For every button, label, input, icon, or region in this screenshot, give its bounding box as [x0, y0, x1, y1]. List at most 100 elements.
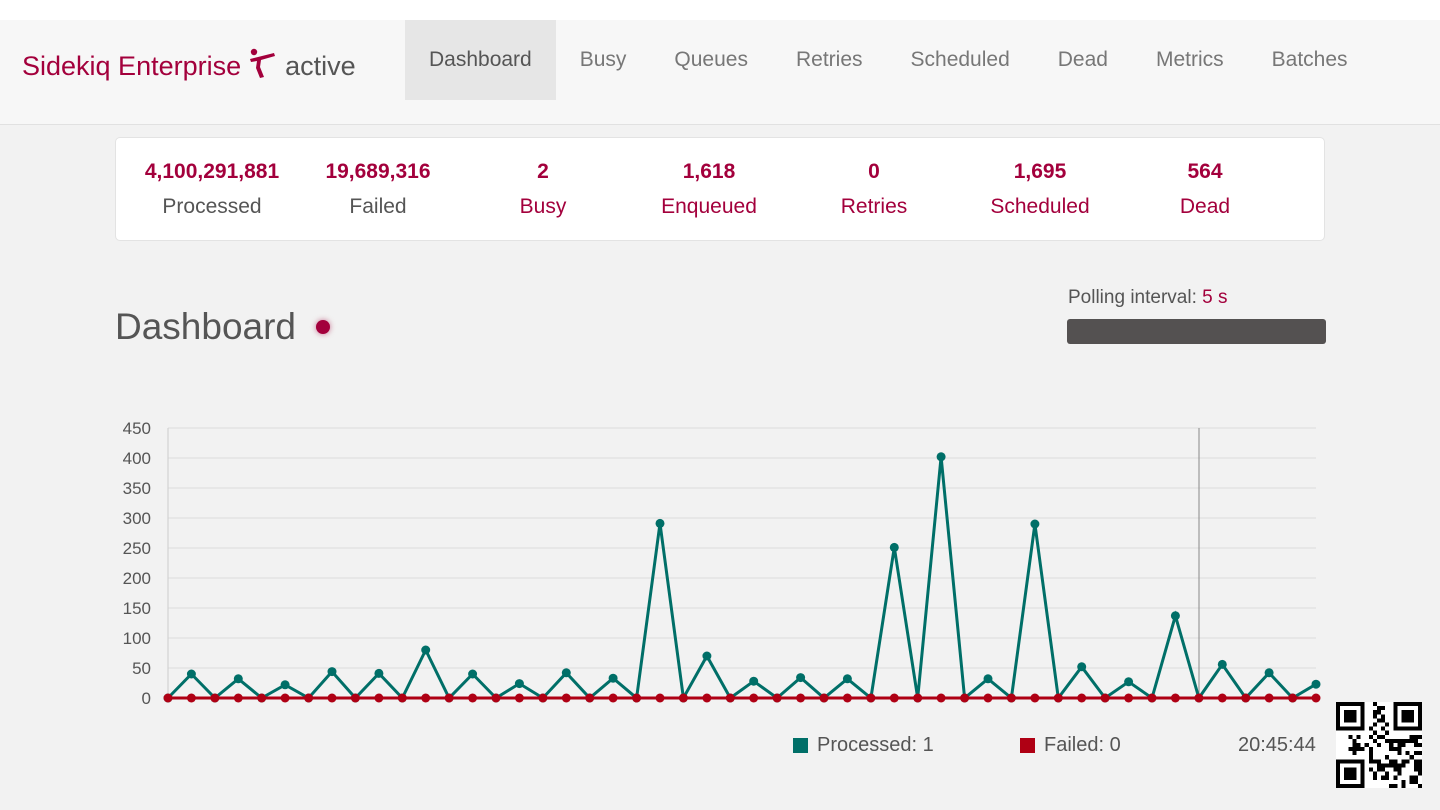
- chart-series: [163, 452, 1321, 703]
- data-point-failed: [889, 693, 899, 703]
- stat-count: 564: [1187, 160, 1223, 183]
- y-tick-label: 150: [123, 599, 151, 618]
- data-point-processed: [1030, 519, 1040, 529]
- series-line-processed: [166, 456, 1317, 703]
- legend-label: Failed: 0: [1044, 734, 1121, 756]
- tab-scheduled[interactable]: Scheduled: [910, 48, 1010, 71]
- data-point-failed: [538, 693, 548, 703]
- data-point-processed: [327, 667, 337, 677]
- data-point-processed: [608, 673, 618, 683]
- legend-processed: Processed: 1: [793, 734, 934, 757]
- stat-label[interactable]: Busy: [519, 195, 567, 218]
- stats-summary: 4,100,291,881 Processed 19,689,316 Faile…: [115, 137, 1325, 241]
- y-tick-label: 200: [123, 569, 151, 588]
- tab-queues[interactable]: Queues: [674, 48, 748, 71]
- legend-swatch: [793, 738, 808, 753]
- polling-label: Polling interval:: [1068, 287, 1197, 308]
- tab-batches[interactable]: Batches: [1271, 48, 1348, 71]
- data-point-processed: [1170, 611, 1180, 621]
- tab-dashboard[interactable]: Dashboard: [405, 20, 556, 100]
- tab-metrics[interactable]: Metrics: [1155, 48, 1224, 71]
- stat-label[interactable]: Enqueued: [661, 195, 757, 218]
- chart-y-axis: 450 400 350 300 250 200 150 100 50 0: [123, 419, 151, 708]
- data-point-failed: [444, 693, 454, 703]
- data-point-processed: [702, 651, 712, 661]
- data-point-processed: [374, 668, 384, 678]
- y-tick-label: 450: [123, 419, 151, 438]
- data-point-failed: [304, 693, 314, 703]
- data-point-failed: [842, 693, 852, 703]
- realtime-chart: 450 400 350 300 250 200 150 100 50 0: [123, 419, 1321, 708]
- brand[interactable]: Sidekiq Enterprise active: [22, 47, 356, 86]
- data-point-failed: [585, 693, 595, 703]
- stat-count: 0: [868, 160, 880, 183]
- tab-dead[interactable]: Dead: [1057, 48, 1108, 71]
- tab-retries[interactable]: Retries: [795, 48, 863, 71]
- data-point-failed: [1217, 693, 1227, 703]
- tab-busy[interactable]: Busy: [579, 48, 627, 71]
- data-point-processed: [1217, 659, 1227, 669]
- data-point-processed: [1264, 668, 1274, 678]
- data-point-failed: [186, 693, 196, 703]
- legend-failed: Failed: 0: [1020, 734, 1121, 757]
- polling-interval: Polling interval: 5 s: [1068, 287, 1227, 309]
- y-tick-label: 0: [142, 689, 151, 708]
- stat-count: 19,689,316: [325, 160, 431, 183]
- data-point-processed: [561, 668, 571, 678]
- qr-code-icon: [1336, 702, 1422, 788]
- data-point-failed: [1147, 693, 1157, 703]
- stat-busy[interactable]: 2 Busy: [443, 160, 643, 219]
- stat-label[interactable]: Dead: [1179, 195, 1231, 218]
- data-point-processed: [421, 645, 431, 655]
- nav-tabs: Dashboard Busy Queues Retries Scheduled …: [405, 20, 1372, 100]
- live-beacon-icon: [316, 320, 331, 334]
- data-point-failed: [210, 693, 220, 703]
- dashboard-heading: Dashboard: [115, 306, 331, 348]
- data-point-processed: [1077, 662, 1087, 672]
- data-point-failed: [163, 693, 173, 703]
- navbar: Sidekiq Enterprise active Dashboard Busy…: [0, 20, 1440, 125]
- data-point-processed: [468, 669, 478, 679]
- data-point-failed: [749, 693, 759, 703]
- data-point-failed: [397, 693, 407, 703]
- data-point-failed: [772, 693, 782, 703]
- stat-label[interactable]: Retries: [840, 195, 908, 218]
- stat-count: 1,695: [1013, 160, 1067, 183]
- y-tick-label: 300: [123, 509, 151, 528]
- stat-processed: 4,100,291,881 Processed: [112, 160, 312, 219]
- data-point-failed: [1100, 693, 1110, 703]
- polling-interval-slider[interactable]: [1067, 319, 1326, 344]
- chart-timestamp: 20:45:44: [1238, 734, 1316, 756]
- data-point-processed: [796, 673, 806, 683]
- stat-retries[interactable]: 0 Retries: [774, 160, 974, 219]
- data-point-processed: [1311, 679, 1321, 689]
- chart-grid: [167, 427, 1316, 699]
- stat-label[interactable]: Scheduled: [990, 195, 1090, 218]
- data-point-failed: [327, 693, 337, 703]
- data-point-failed: [819, 693, 829, 703]
- data-point-failed: [1124, 693, 1134, 703]
- sidekiq-kicker-icon: [247, 47, 277, 86]
- brand-name: Sidekiq Enterprise: [22, 51, 242, 81]
- data-point-failed: [1194, 693, 1204, 703]
- data-point-failed: [1030, 693, 1040, 703]
- stat-count: 4,100,291,881: [144, 160, 280, 183]
- stat-enqueued[interactable]: 1,618 Enqueued: [609, 160, 809, 219]
- stat-label: Processed: [162, 195, 262, 218]
- y-tick-label: 50: [132, 659, 151, 678]
- stat-scheduled[interactable]: 1,695 Scheduled: [940, 160, 1140, 219]
- data-point-processed: [233, 674, 243, 684]
- y-tick-label: 100: [123, 629, 151, 648]
- data-point-failed: [1288, 693, 1298, 703]
- stat-count: 2: [537, 160, 549, 183]
- data-point-failed: [561, 693, 571, 703]
- y-tick-label: 250: [123, 539, 151, 558]
- data-point-failed: [655, 693, 665, 703]
- stat-dead[interactable]: 564 Dead: [1105, 160, 1305, 219]
- data-point-failed: [350, 693, 360, 703]
- data-point-failed: [913, 693, 923, 703]
- y-tick-label: 350: [123, 479, 151, 498]
- environment-label: active: [285, 51, 356, 81]
- data-point-failed: [1264, 693, 1274, 703]
- stat-label: Failed: [349, 195, 407, 218]
